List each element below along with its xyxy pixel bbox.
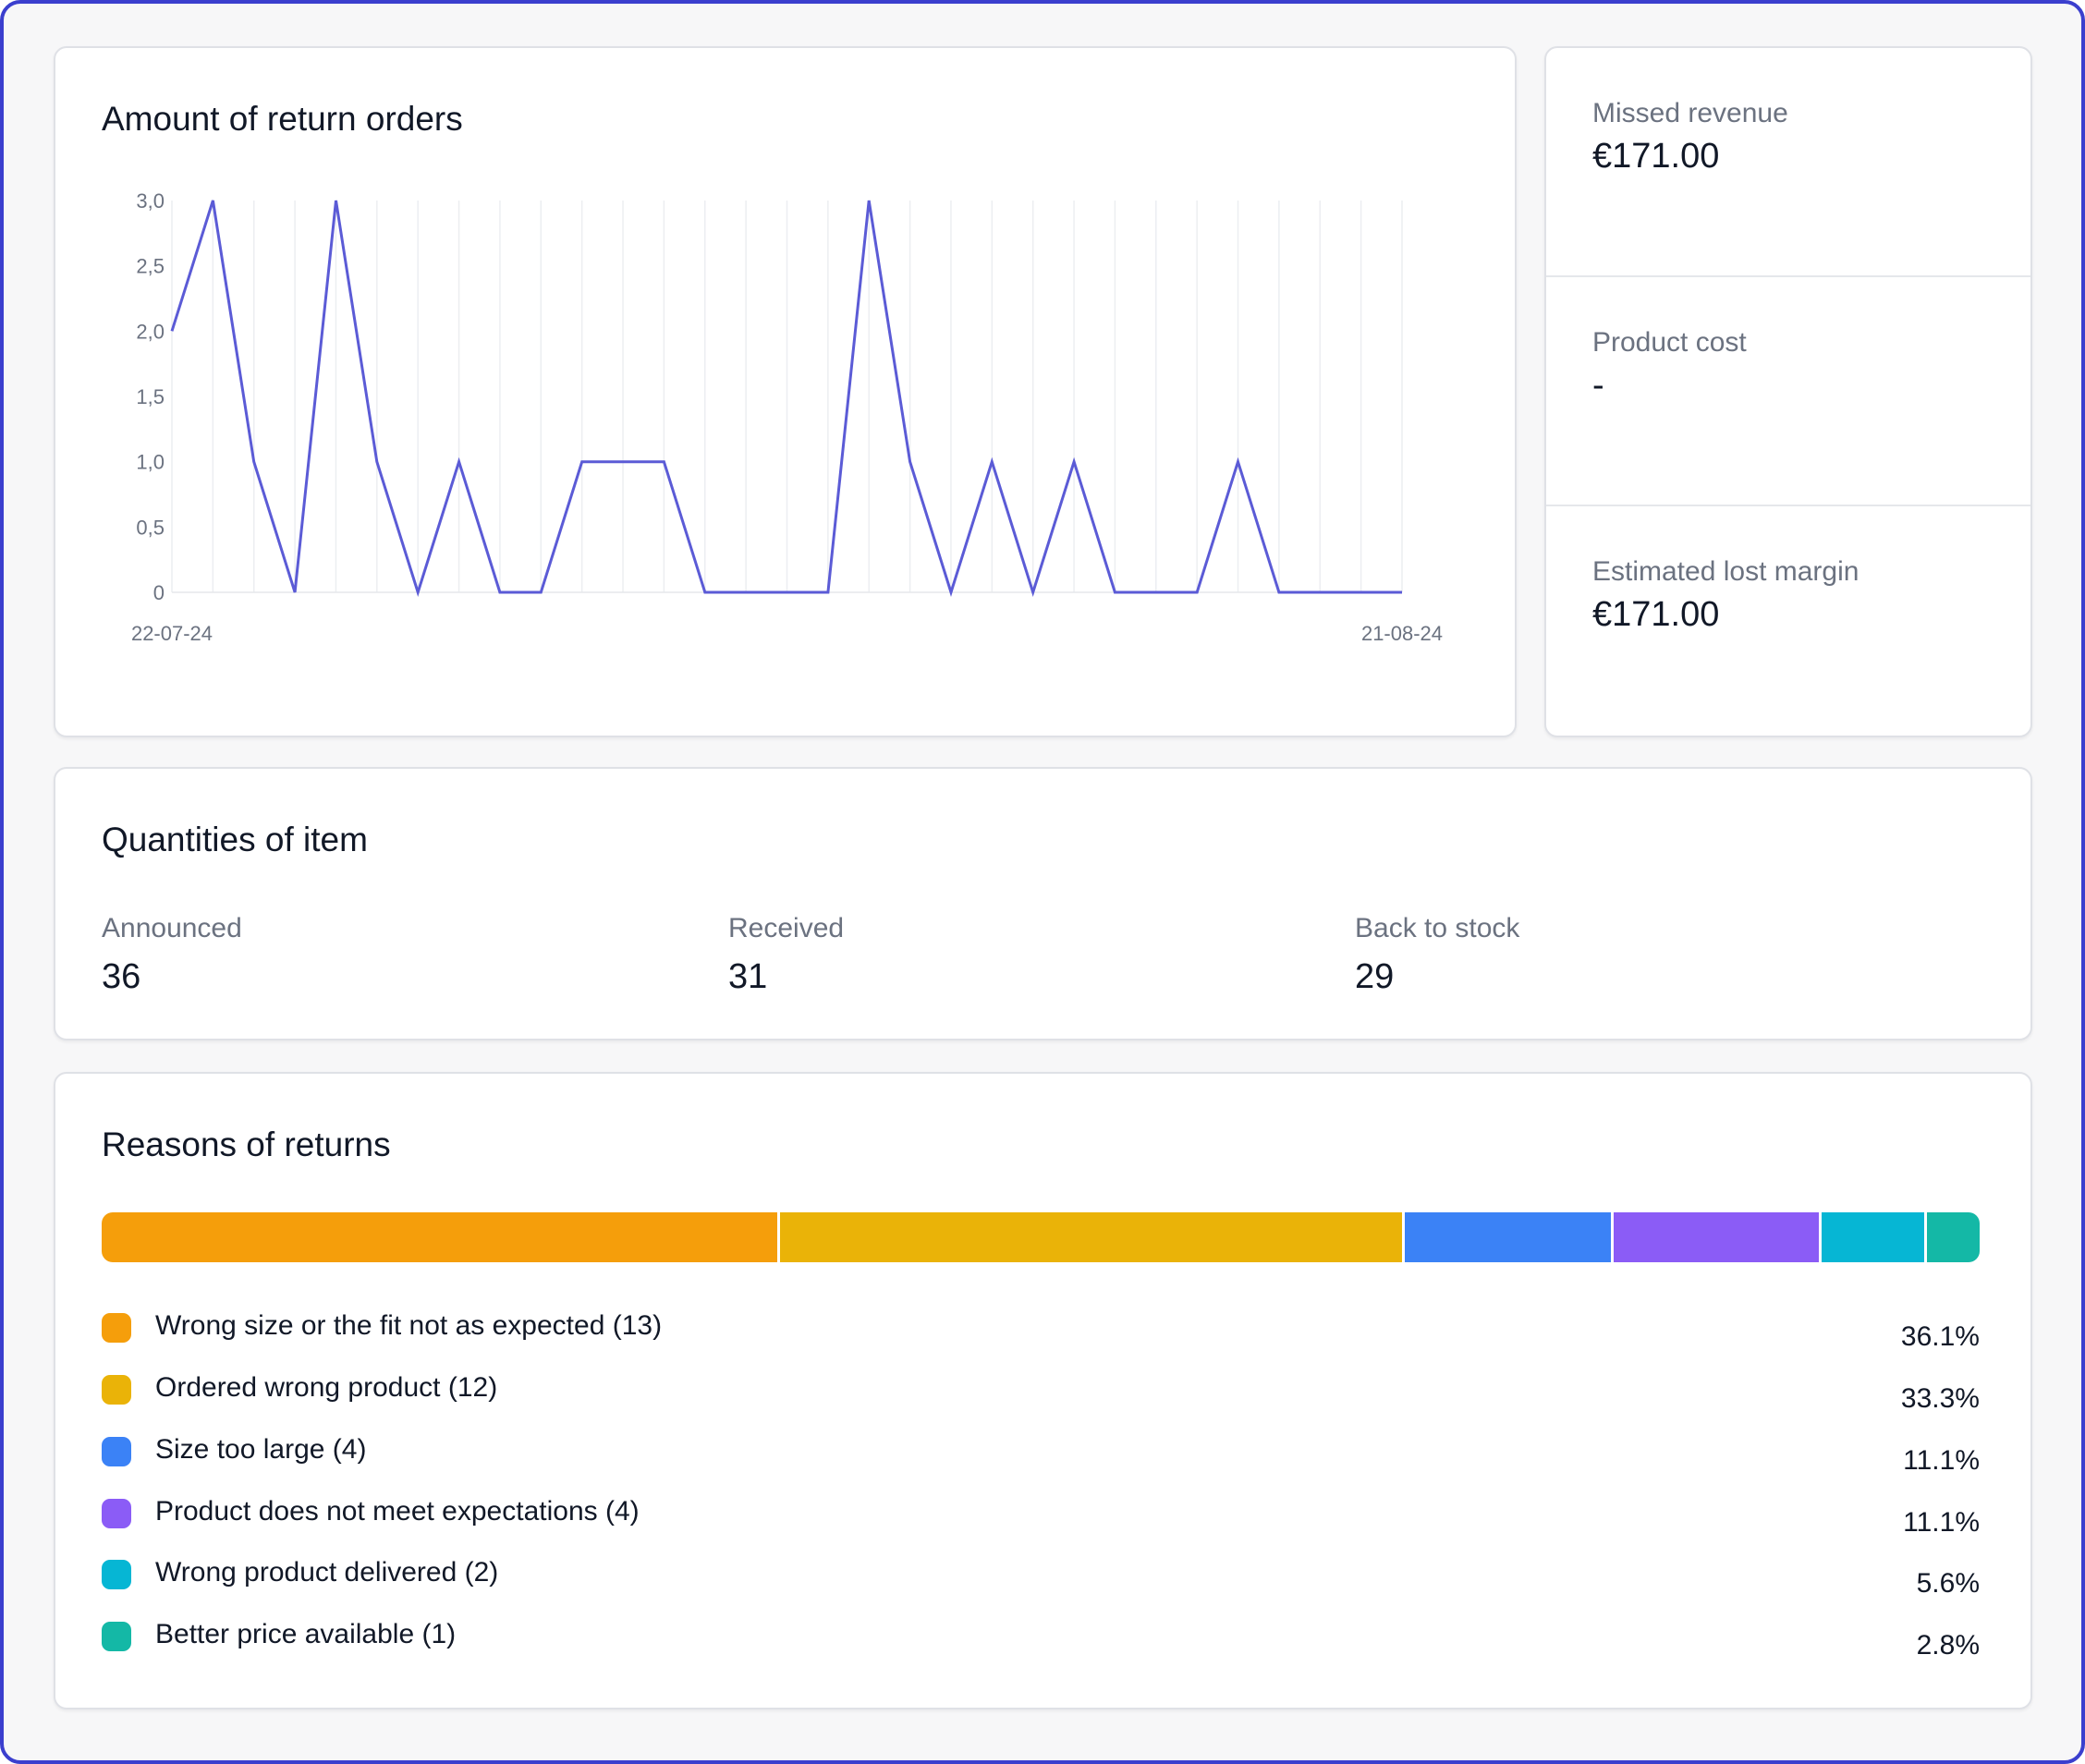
legend-percent: 5.6% [1916, 1568, 1980, 1599]
legend-color-dot [102, 1499, 131, 1528]
x-tick-label-end: 21-08-24 [1361, 622, 1443, 645]
legend-label: Wrong product delivered (2) [155, 1557, 499, 1588]
stat-product-cost: Product cost - [1546, 277, 2030, 506]
legend-item: Better price available (1) 2.8% [102, 1617, 1980, 1661]
legend-label: Size too large (4) [155, 1434, 367, 1465]
stat-value: €171.00 [1592, 137, 1720, 176]
reasons-stacked-bar [102, 1212, 1980, 1262]
legend-percent: 11.1% [1903, 1507, 1980, 1538]
revenue-stats-card: Missed revenue €171.00 Product cost - Es… [1544, 46, 2032, 737]
series-line-return-orders [170, 200, 1402, 598]
stat-value: - [1592, 366, 1604, 405]
reason-bar-segment [1405, 1212, 1614, 1262]
stat-label: Missed revenue [1592, 98, 1788, 128]
return-orders-line-chart: 0 0,5 1,0 1,5 2,0 2,5 3,0 22-07-24 21-08-24 [131, 189, 1443, 645]
legend-item: Wrong product delivered (2) 5.6% [102, 1555, 1980, 1600]
legend-percent: 33.3% [1900, 1383, 1980, 1414]
legend-item: Size too large (4) 11.1% [102, 1432, 1980, 1477]
reason-bar-segment [779, 1212, 1406, 1262]
legend-item: Wrong size or the fit not as expected (1… [102, 1308, 1980, 1353]
legend-percent: 2.8% [1916, 1630, 1980, 1661]
reason-bar-segment [1822, 1212, 1928, 1262]
legend-color-dot [102, 1313, 131, 1343]
legend-label: Better price available (1) [155, 1619, 457, 1649]
legend-color-dot [102, 1622, 131, 1651]
legend-item: Ordered wrong product (12) 33.3% [102, 1370, 1980, 1415]
legend-percent: 11.1% [1903, 1445, 1980, 1476]
reason-bar-segment [102, 1212, 780, 1262]
stat-label: Product cost [1592, 327, 1747, 358]
legend-color-dot [102, 1375, 131, 1405]
quantities-title: Quantities of item [102, 821, 368, 858]
quantities-card: Quantities of item Announced 36 Received… [54, 767, 2032, 1040]
legend-percent: 36.1% [1900, 1321, 1980, 1352]
reasons-card: Reasons of returns Wrong size or the fit… [54, 1072, 2032, 1709]
legend-item: Product does not meet expectations (4) 1… [102, 1494, 1980, 1539]
y-tick-label: 0 [153, 581, 165, 604]
y-tick-label: 2,5 [136, 255, 165, 278]
qty-received: Received 31 [728, 913, 844, 997]
y-tick-label: 1,0 [136, 451, 165, 474]
chart-title: Amount of return orders [102, 100, 463, 138]
qty-label: Received [728, 913, 845, 943]
qty-label: Back to stock [1355, 913, 1520, 943]
y-tick-label: 2,0 [136, 320, 165, 343]
qty-label: Announced [102, 913, 242, 943]
legend-color-dot [102, 1560, 131, 1589]
y-tick-label: 0,5 [136, 516, 165, 539]
y-tick-label: 3,0 [136, 189, 165, 213]
qty-announced: Announced 36 [102, 913, 242, 997]
y-tick-label: 1,5 [136, 385, 165, 408]
qty-back-to-stock: Back to stock 29 [1355, 913, 1519, 997]
legend-color-dot [102, 1437, 131, 1466]
reason-bar-segment [1613, 1212, 1823, 1262]
stat-missed-revenue: Missed revenue €171.00 [1546, 48, 2030, 277]
legend-label: Ordered wrong product (12) [155, 1372, 498, 1403]
qty-value: 29 [1355, 957, 1395, 996]
stat-value: €171.00 [1592, 595, 1720, 634]
qty-value: 36 [102, 957, 141, 996]
stat-label: Estimated lost margin [1592, 556, 1859, 587]
legend-label: Product does not meet expectations (4) [155, 1496, 640, 1527]
stat-estimated-lost-margin: Estimated lost margin €171.00 [1546, 506, 2030, 736]
return-orders-chart-card: Amount of return orders 0 0,5 1,0 1,5 2,0 2,5… [54, 46, 1517, 737]
reasons-title: Reasons of returns [102, 1125, 391, 1163]
reason-bar-segment [1927, 1212, 1980, 1262]
qty-value: 31 [728, 957, 768, 996]
x-tick-label-start: 22-07-24 [131, 622, 213, 645]
legend-label: Wrong size or the fit not as expected (1… [155, 1310, 663, 1341]
